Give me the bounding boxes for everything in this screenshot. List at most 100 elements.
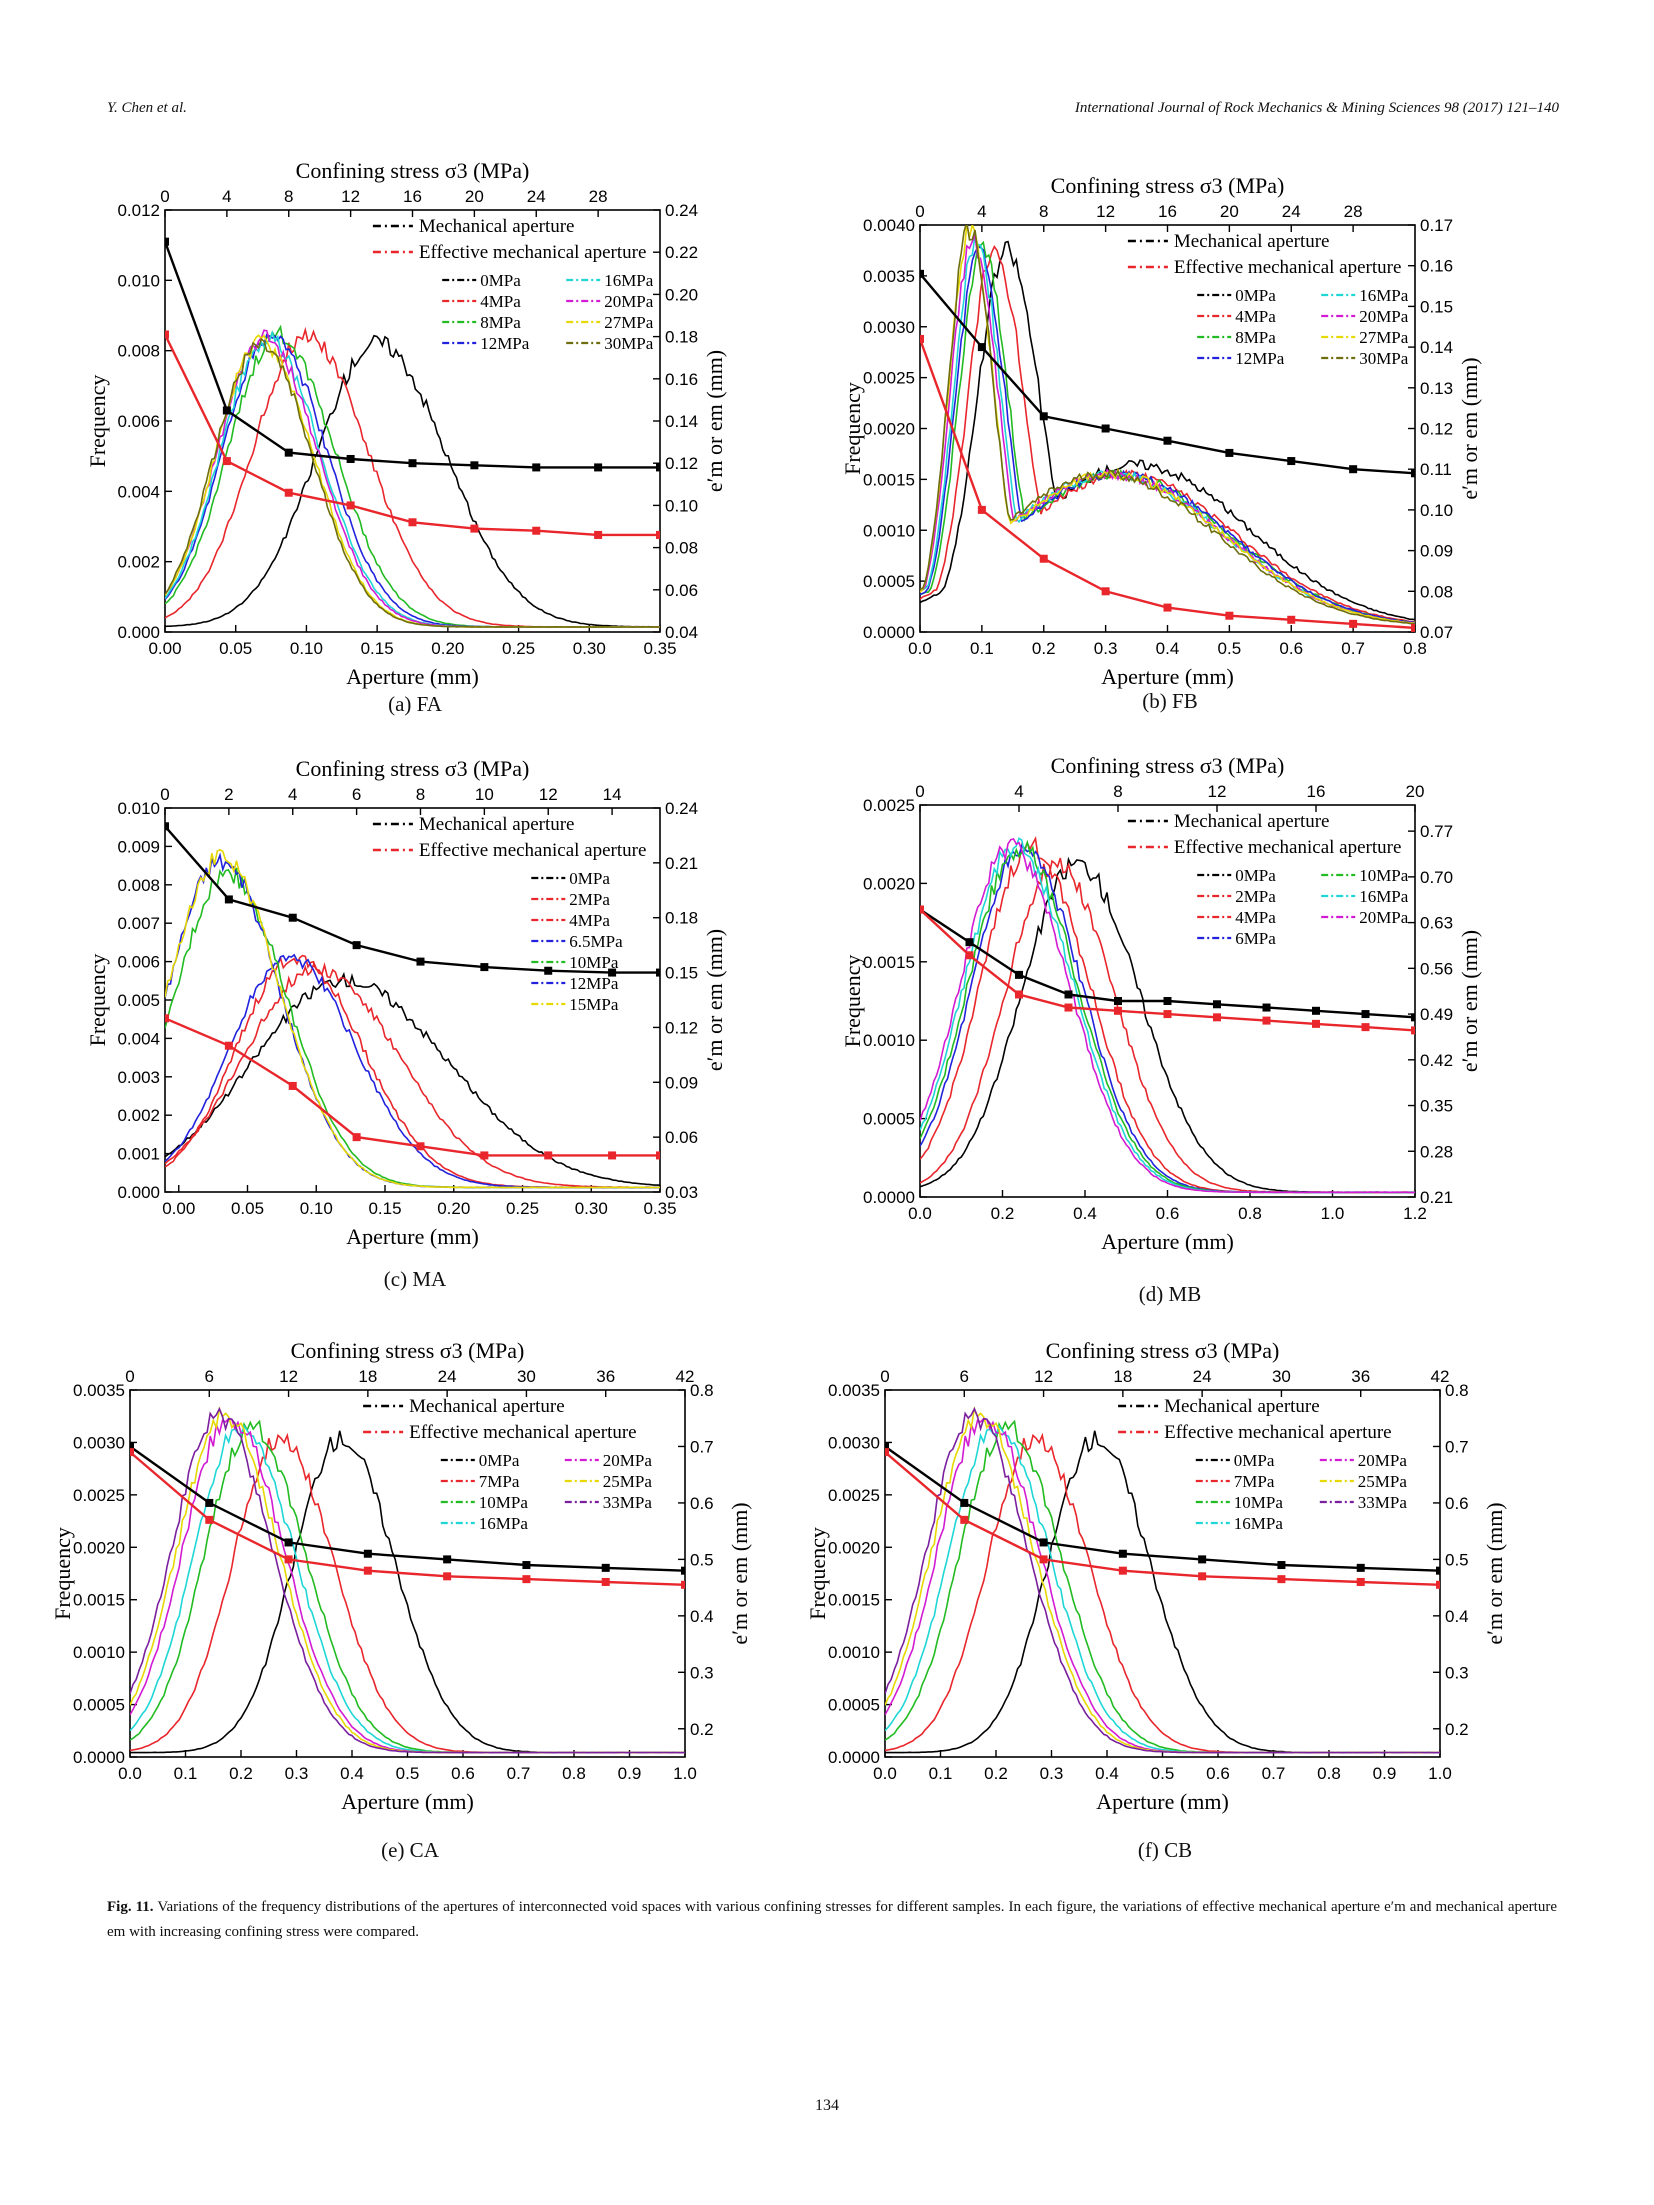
y2-tick-label: 0.6: [1445, 1494, 1469, 1513]
x2-axis-label: Confining stress σ3 (MPa): [296, 158, 530, 183]
legend-effective-label: Effective mechanical aperture: [409, 1422, 637, 1443]
effective-aperture-line: [165, 333, 660, 537]
effective-aperture-marker: [1262, 1016, 1271, 1025]
x2-tick-label: 28: [589, 187, 608, 206]
series-4MPa-line: [920, 244, 1415, 623]
legend-series-label: 12MPa: [1235, 349, 1285, 368]
y2-tick-label: 0.16: [665, 370, 698, 389]
series-20MPa-line: [920, 232, 1415, 625]
x2-tick-label: 2: [224, 785, 233, 804]
effective-aperture-marker: [352, 1133, 361, 1142]
mechanical-aperture-marker: [977, 343, 986, 352]
effective-aperture-marker: [1361, 1023, 1370, 1032]
effective-aperture-marker: [1114, 1006, 1122, 1015]
y2-tick-label: 0.24: [665, 799, 698, 818]
running-head-journal: International Journal of Rock Mechanics …: [1074, 100, 1559, 116]
effective-aperture-marker: [608, 1151, 617, 1160]
mechanical-aperture-marker: [363, 1549, 372, 1558]
mechanical-aperture-marker: [544, 966, 553, 975]
y-tick-label: 0.012: [117, 201, 160, 220]
effective-aperture-marker: [885, 1448, 889, 1457]
legend-series-label: 4MPa: [1235, 908, 1276, 927]
chart-cb: 0.0 0.1 0.2 0.3 0.4 0.5 0.6 0.7 0.8 0.9 1.0 0.0000 0…: [805, 1338, 1507, 1814]
mechanical-aperture-marker: [222, 406, 231, 415]
y2-axis-label: e′m or em (mm): [1482, 1502, 1507, 1644]
x2-tick-label: 28: [1344, 202, 1363, 221]
y2-tick-label: 0.5: [1445, 1550, 1469, 1569]
x-tick-label: 0.15: [368, 1199, 401, 1218]
legend-effective-label: Effective mechanical aperture: [1174, 257, 1402, 278]
effective-aperture-marker: [1015, 990, 1023, 999]
y2-tick-label: 0.13: [1420, 379, 1453, 398]
x2-axis-label: Confining stress σ3 (MPa): [1051, 173, 1285, 198]
x-tick-label: 0.3: [1040, 1764, 1064, 1783]
y-tick-label: 0.0005: [828, 1696, 880, 1715]
legend-series-label: 20MPa: [1359, 908, 1409, 927]
x-tick-label: 0.0: [908, 639, 932, 658]
y2-axis-label: e′m or em (mm): [727, 1502, 752, 1644]
mechanical-aperture-marker: [920, 269, 924, 278]
x2-tick-label: 12: [279, 1367, 298, 1386]
chart-fb: 0.0 0.1 0.2 0.3 0.4 0.5 0.6 0.7 0.8 0.0000 0.0005 0…: [840, 173, 1482, 689]
effective-aperture-marker: [681, 1580, 685, 1589]
effective-aperture-marker: [288, 1081, 297, 1090]
effective-aperture-marker: [1039, 1555, 1048, 1564]
x-tick-label: 0.5: [1151, 1764, 1175, 1783]
x2-tick-label: 6: [352, 785, 361, 804]
legend-series-label: 0MPa: [1235, 866, 1276, 885]
x-tick-label: 0.9: [1373, 1764, 1397, 1783]
y2-tick-label: 0.56: [1420, 959, 1453, 978]
x2-tick-label: 12: [1208, 782, 1227, 801]
mechanical-aperture-marker: [1225, 448, 1234, 457]
x2-tick-label: 8: [1113, 782, 1122, 801]
effective-aperture-marker: [601, 1577, 610, 1586]
legend-effective-label: Effective mechanical aperture: [419, 840, 647, 861]
mechanical-aperture-marker: [284, 1538, 293, 1547]
chart-fa: 0.00 0.05 0.10 0.15 0.20 0.25 0.30 0.35 0.000 0.0…: [85, 158, 727, 689]
plot-area: [920, 225, 1415, 632]
figure-panel-fb: 0.0 0.1 0.2 0.3 0.4 0.5 0.6 0.7 0.8 0.0000 0.0005 0…: [840, 165, 1490, 710]
figure-panel-ma: 0.00 0.05 0.10 0.15 0.20 0.25 0.30 0.35 0.000 0.0…: [85, 748, 735, 1270]
y2-tick-label: 0.06: [665, 581, 698, 600]
x-tick-label: 0.1: [929, 1764, 953, 1783]
x-tick-label: 1.0: [1321, 1204, 1345, 1223]
mechanical-aperture-marker: [1039, 1538, 1048, 1547]
x2-tick-label: 6: [960, 1367, 969, 1386]
x-tick-label: 0.2: [229, 1764, 253, 1783]
x2-tick-label: 16: [1158, 202, 1177, 221]
legend: Mechanical aperture Effective mechanical …: [1127, 231, 1409, 368]
effective-aperture-marker: [1198, 1572, 1207, 1581]
figure-panel-mb: 0.0 0.2 0.4 0.6 0.8 1.0 1.2 0.0000 0.0005 0.0010 0…: [840, 745, 1490, 1275]
series-10MPa-line: [885, 1419, 1440, 1754]
x-tick-label: 0.9: [618, 1764, 642, 1783]
y2-tick-label: 0.2: [1445, 1720, 1469, 1739]
y-tick-label: 0.002: [117, 553, 160, 572]
mechanical-aperture-marker: [965, 938, 974, 947]
y2-tick-label: 0.04: [665, 623, 698, 642]
legend: Mechanical aperture Effective mechanical …: [363, 1396, 652, 1533]
legend: Mechanical aperture Effective mechanical …: [1127, 811, 1409, 948]
legend-series-label: 4MPa: [569, 911, 610, 930]
mechanical-aperture-marker: [1198, 1555, 1207, 1564]
mechanical-aperture-marker: [470, 461, 479, 470]
x-tick-label: 0.05: [219, 639, 252, 658]
x2-tick-label: 36: [596, 1367, 615, 1386]
y-tick-label: 0.0010: [863, 521, 915, 540]
effective-aperture-marker: [960, 1515, 969, 1524]
y2-tick-label: 0.20: [665, 285, 698, 304]
legend: Mechanical aperture Effective mechanical …: [1118, 1396, 1407, 1533]
effective-aperture-marker: [165, 330, 169, 339]
y-tick-label: 0.005: [117, 991, 160, 1010]
effective-aperture-marker: [1101, 587, 1110, 596]
effective-aperture-marker: [1039, 554, 1048, 563]
x-tick-label: 0.35: [643, 639, 676, 658]
mechanical-aperture-marker: [346, 454, 355, 463]
series-0MPa-line: [130, 1430, 685, 1754]
mechanical-aperture-marker: [352, 941, 361, 950]
y-tick-label: 0.0010: [828, 1643, 880, 1662]
x-axis-label: Aperture (mm): [346, 664, 479, 689]
y2-tick-label: 0.24: [665, 201, 698, 220]
y2-tick-label: 0.7: [1445, 1437, 1469, 1456]
mechanical-aperture-line: [165, 241, 660, 469]
y2-tick-label: 0.08: [665, 539, 698, 558]
